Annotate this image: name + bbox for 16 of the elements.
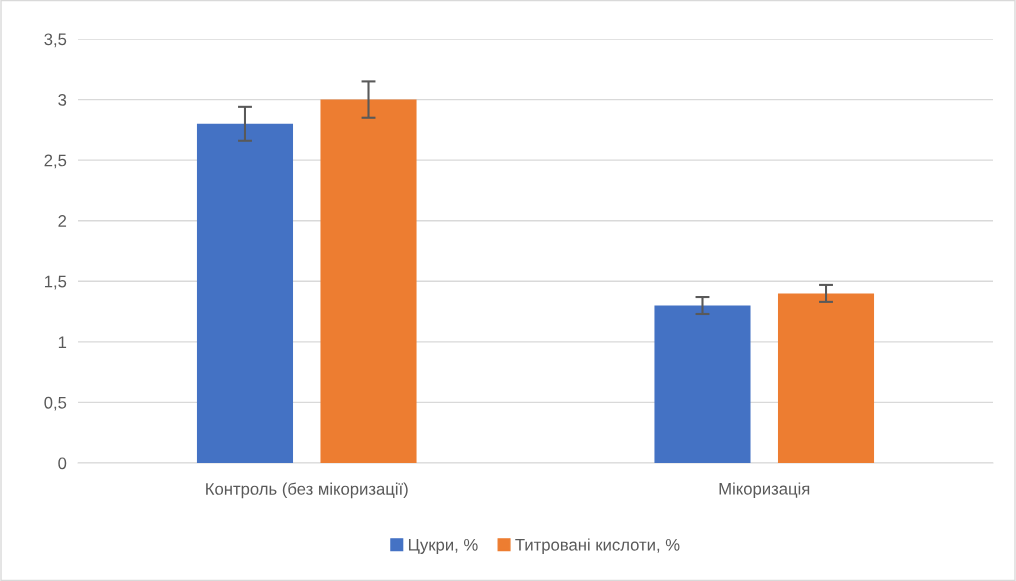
y-tick-label: 1,5	[44, 275, 67, 290]
bar	[320, 99, 417, 463]
y-tick-label: 0	[58, 457, 67, 470]
bar	[196, 123, 294, 463]
y-tick-label: 3	[58, 93, 67, 106]
y-tick-label: 2	[58, 215, 67, 227]
y-tick-label: 2,5	[44, 154, 67, 169]
x-tick-label: Контроль (без мікоризації)	[206, 482, 408, 499]
y-tick-label: 1	[58, 336, 67, 348]
legend-label: Титровані кислоти, %	[515, 538, 680, 554]
y-tick-label: 0,5	[44, 396, 67, 411]
x-tick-label: Мікоризація	[719, 482, 810, 498]
bar	[777, 293, 875, 463]
bar	[654, 305, 751, 463]
legend-label: Цукри, %	[408, 538, 478, 554]
y-tick-label: 3,5	[44, 33, 67, 48]
